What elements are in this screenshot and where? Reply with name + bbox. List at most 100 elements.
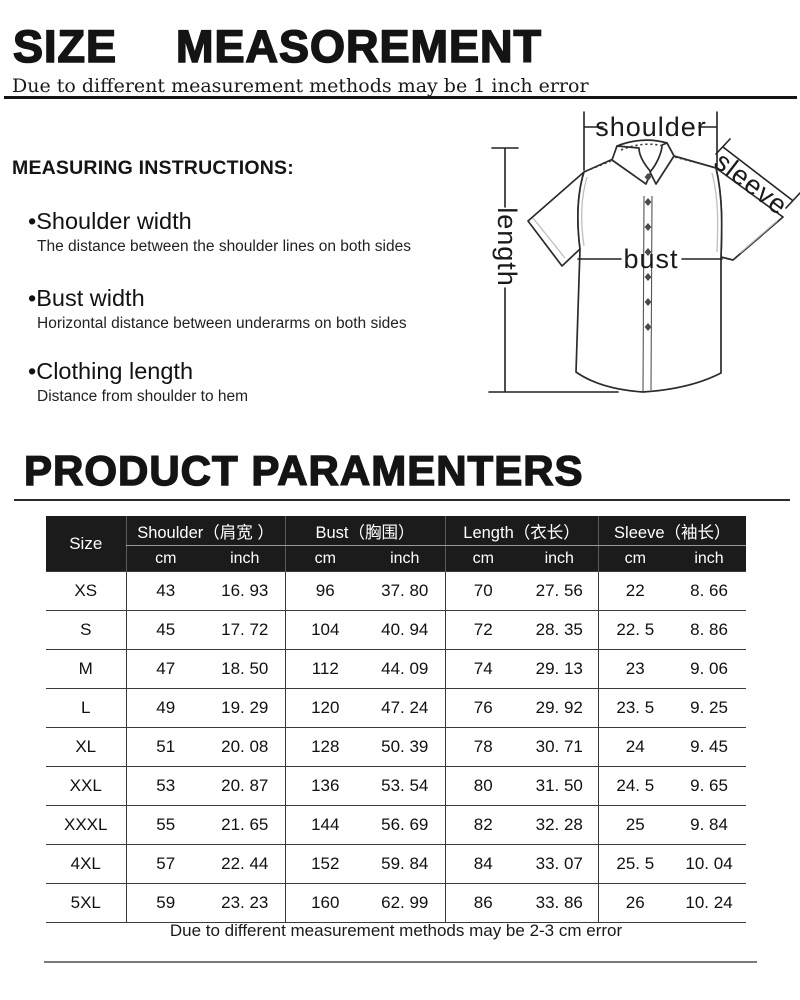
value-cell: 144 <box>284 805 366 845</box>
table-row: XL 51 20. 08 128 50. 39 78 30. 71 24 9. 45 <box>46 727 747 767</box>
size-table: Size Shoulder（肩宽 ） Bust（胸围） Length（衣长） S… <box>46 516 747 923</box>
value-cell: 62. 99 <box>365 883 446 923</box>
value-cell: 9. 25 <box>672 688 747 728</box>
shoulder-group-header: Shoulder（肩宽 ） <box>125 516 286 546</box>
size-cell: S <box>46 610 126 650</box>
instruction-item: •Clothing length Distance from shoulder … <box>28 359 248 406</box>
instruction-desc: The distance between the shoulder lines … <box>37 238 411 255</box>
shirt-body <box>575 139 723 393</box>
value-cell: 29. 92 <box>521 688 599 728</box>
value-cell: 21. 65 <box>205 805 286 845</box>
value-cell: 37. 80 <box>365 571 446 611</box>
value-cell: 29. 13 <box>521 649 599 689</box>
value-cell: 9. 84 <box>672 805 747 845</box>
unit-header: inch <box>521 545 599 572</box>
value-cell: 23. 23 <box>205 883 286 923</box>
value-cell: 33. 07 <box>521 844 599 884</box>
instruction-title: Bust width <box>36 285 145 311</box>
length-measure-line <box>488 147 619 393</box>
size-cell: 4XL <box>46 844 126 884</box>
value-cell: 32. 28 <box>521 805 599 845</box>
value-cell: 40. 94 <box>365 610 446 650</box>
length-group-header: Length（衣长） <box>444 516 599 546</box>
value-cell: 31. 50 <box>521 766 599 806</box>
bust-group-header: Bust（胸围） <box>284 516 446 546</box>
sleeve-group-header: Sleeve（袖长） <box>597 516 747 546</box>
seam-line <box>711 172 719 253</box>
unit-header: cm <box>125 545 205 572</box>
table-row: 5XL 59 23. 23 160 62. 99 86 33. 86 26 10. 24 <box>46 883 747 923</box>
value-cell: 22. 5 <box>597 610 673 650</box>
divider <box>4 96 797 99</box>
value-cell: 10. 04 <box>672 844 747 884</box>
table-group-header-row: Size Shoulder（肩宽 ） Bust（胸围） Length（衣长） S… <box>46 516 747 572</box>
value-cell: 23 <box>597 649 673 689</box>
value-cell: 9. 45 <box>672 727 747 767</box>
sleeve-measure-line <box>715 138 800 209</box>
unit-header: cm <box>284 545 366 572</box>
value-cell: 78 <box>444 727 522 767</box>
shirt-measurement-diagram: shoulder bust length sleeve <box>488 111 800 393</box>
value-cell: 26 <box>597 883 673 923</box>
value-cell: 136 <box>284 766 366 806</box>
value-cell: 53. 54 <box>365 766 446 806</box>
instruction-title: Clothing length <box>36 358 194 384</box>
table-row: L 49 19. 29 120 47. 24 76 29. 92 23. 5 9. 25 <box>46 688 747 728</box>
value-cell: 72 <box>444 610 522 650</box>
value-cell: 44. 09 <box>365 649 446 689</box>
value-cell: 18. 50 <box>205 649 286 689</box>
size-column-header: Size <box>46 516 126 572</box>
value-cell: 20. 08 <box>205 727 286 767</box>
buttons <box>644 173 652 331</box>
value-cell: 47. 24 <box>365 688 446 728</box>
table-row: XXXL 55 21. 65 144 56. 69 82 32. 28 25 9. 84 <box>46 805 747 845</box>
size-cell: L <box>46 688 126 728</box>
value-cell: 80 <box>444 766 522 806</box>
title-note: Due to different measurement methods may… <box>12 75 589 97</box>
placket-line <box>650 195 653 391</box>
value-cell: 152 <box>284 844 366 884</box>
value-cell: 104 <box>284 610 366 650</box>
value-cell: 160 <box>284 883 366 923</box>
value-cell: 56. 69 <box>365 805 446 845</box>
table-unit-header-row: cm inch cm inch cm inch cm inch <box>46 545 747 572</box>
value-cell: 84 <box>444 844 522 884</box>
value-cell: 120 <box>284 688 366 728</box>
value-cell: 17. 72 <box>205 610 286 650</box>
unit-header: inch <box>672 545 747 572</box>
value-cell: 24 <box>597 727 673 767</box>
value-cell: 47 <box>125 649 205 689</box>
table-row: XXL 53 20. 87 136 53. 54 80 31. 50 24. 5 9. 65 <box>46 766 747 806</box>
value-cell: 74 <box>444 649 522 689</box>
value-cell: 55 <box>125 805 205 845</box>
value-cell: 70 <box>444 571 522 611</box>
instruction-item: •Shoulder width The distance between the… <box>28 209 411 256</box>
footer-note: Due to different measurement methods may… <box>169 921 623 940</box>
page-title: SIZE MEASOREMENT <box>12 21 543 72</box>
bullet-icon: • <box>28 285 37 311</box>
value-cell: 112 <box>284 649 366 689</box>
table-row: S 45 17. 72 104 40. 94 72 28. 35 22. 5 8. 86 <box>46 610 747 650</box>
value-cell: 76 <box>444 688 522 728</box>
size-cell: M <box>46 649 126 689</box>
table-row: M 47 18. 50 112 44. 09 74 29. 13 23 9. 06 <box>46 649 747 689</box>
size-cell: 5XL <box>46 883 126 923</box>
value-cell: 25 <box>597 805 673 845</box>
value-cell: 57 <box>125 844 205 884</box>
table-row: XS 43 16. 93 96 37. 80 70 27. 56 22 8. 66 <box>46 571 747 611</box>
size-cell: XL <box>46 727 126 767</box>
seam-line <box>581 176 588 247</box>
divider <box>44 961 757 963</box>
divider <box>14 499 790 501</box>
value-cell: 86 <box>444 883 522 923</box>
value-cell: 51 <box>125 727 205 767</box>
value-cell: 8. 86 <box>672 610 747 650</box>
value-cell: 8. 66 <box>672 571 747 611</box>
shoulder-seam-dotted <box>674 156 714 168</box>
value-cell: 49 <box>125 688 205 728</box>
length-label: length <box>492 207 522 287</box>
value-cell: 43 <box>125 571 205 611</box>
bullet-icon: • <box>28 358 37 384</box>
size-table-body: XS 43 16. 93 96 37. 80 70 27. 56 22 8. 66 S 45 17. … <box>46 571 747 923</box>
size-cell: XS <box>46 571 126 611</box>
